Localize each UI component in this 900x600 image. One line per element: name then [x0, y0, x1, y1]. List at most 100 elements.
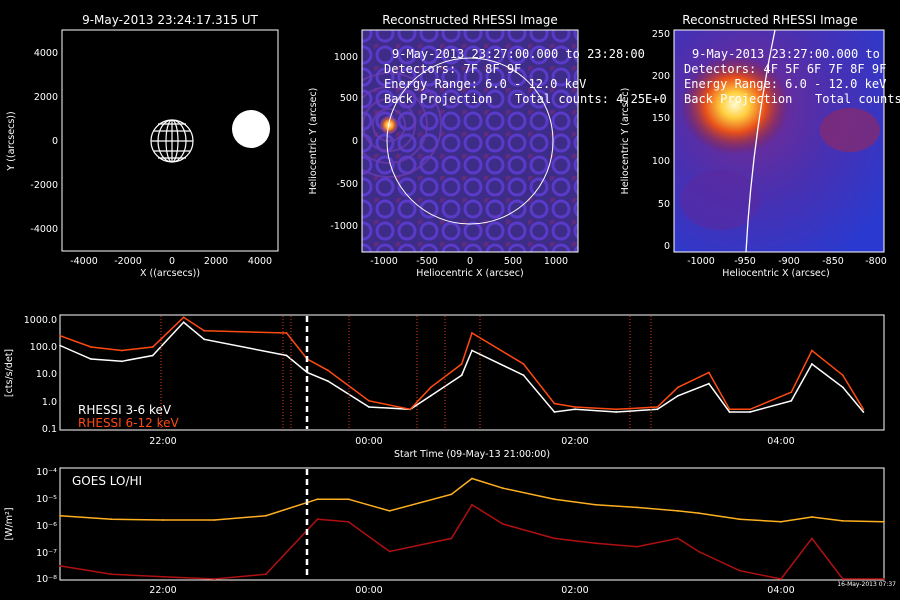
data-point — [306, 371, 309, 374]
panel1-solar-position: 9-May-2013 23:24:17.315 UT -4000 -2000 0… — [6, 13, 279, 279]
data-point — [862, 408, 865, 411]
spacecraft-position-disk — [232, 110, 270, 148]
data-point — [368, 406, 370, 408]
tick-label: -850 — [822, 256, 844, 267]
panel3-xlabel: Heliocentric X (arcsec) — [722, 268, 829, 279]
tick-label: 200 — [652, 71, 670, 82]
sun-grid-icon — [150, 119, 194, 163]
rhessi-xlabel: Start Time (09-May-13 21:00:00) — [394, 449, 550, 460]
data-point — [841, 386, 844, 389]
data-point — [429, 394, 432, 397]
data-point — [594, 503, 597, 506]
panel1-frame — [61, 29, 279, 252]
panel3-rhessi-image-zoom: Reconstructed RHESSI Image 9-May-2013 23… — [620, 13, 900, 279]
goes-x-ticks: 22:00 00:00 02:00 04:00 — [149, 585, 794, 596]
data-point — [749, 411, 751, 413]
panel2-frame — [361, 29, 579, 253]
tick-label: 00:00 — [355, 436, 382, 447]
goes-y-ticks: 10⁻⁴ 10⁻⁵ 10⁻⁶ 10⁻⁷ 10⁻⁸ — [36, 467, 57, 585]
data-point — [738, 518, 741, 521]
data-point — [326, 380, 329, 382]
goes-plot-frame — [59, 467, 885, 581]
panel1-x-ticks: -4000 -2000 0 2000 4000 — [70, 256, 272, 267]
data-point — [811, 363, 813, 365]
data-point — [388, 550, 391, 553]
series-line-0 — [59, 477, 885, 523]
data-point — [749, 408, 751, 411]
tick-label: -1000 — [687, 256, 715, 267]
data-point — [656, 408, 659, 411]
tick-label: 22:00 — [149, 436, 176, 447]
data-point — [450, 537, 453, 540]
data-point — [790, 399, 793, 402]
data-point — [110, 518, 113, 521]
data-point — [553, 402, 556, 405]
panel2-info-line2: Detectors: 7F 8F 9F — [384, 62, 521, 76]
data-point — [59, 334, 61, 337]
tick-label: -2000 — [30, 180, 58, 191]
data-point — [471, 332, 473, 334]
goes-legend: GOES LO/HI — [72, 474, 142, 488]
tick-label: 10.0 — [36, 369, 57, 380]
data-point — [697, 550, 700, 553]
panel3-info-line4b: Total counts: — [815, 92, 900, 106]
panel1-title: 9-May-2013 23:24:17.315 UT — [82, 13, 258, 27]
panel2-ylabel: Heliocentric Y (arcsec) — [308, 88, 319, 195]
panel1-y-ticks: 4000 2000 0 -2000 -4000 — [30, 48, 58, 235]
data-point — [471, 349, 473, 352]
tick-label: 1000.0 — [24, 315, 57, 326]
data-point — [841, 374, 844, 377]
data-point — [635, 506, 638, 509]
data-point — [347, 498, 350, 501]
data-point — [522, 374, 525, 377]
data-point — [841, 520, 844, 522]
series-line-1 — [59, 503, 884, 580]
panel3-info-line1: 9-May-2013 23:27:00.000 to — [692, 47, 880, 61]
tick-label: 50 — [658, 199, 670, 210]
tick-label: -4000 — [30, 224, 58, 235]
data-point — [90, 358, 92, 360]
rhessi-marks — [59, 316, 865, 429]
tick-label: 1.0 — [42, 397, 57, 408]
panel2-image — [362, 30, 578, 252]
tick-label: 2000 — [204, 256, 228, 267]
data-point — [697, 512, 700, 514]
data-point — [738, 569, 741, 572]
panel3-ylabel: Heliocentric Y (arcsec) — [620, 88, 631, 195]
panel2-info-line1: 9-May-2013 23:27:00.000 to 23:28:00 — [392, 47, 645, 61]
tick-label: -1000 — [330, 221, 358, 232]
tick-label: 4000 — [34, 48, 58, 59]
data-point — [182, 316, 185, 319]
data-point — [182, 321, 185, 324]
data-point — [471, 477, 473, 480]
tick-label: 02:00 — [561, 585, 588, 596]
tick-label: -4000 — [70, 256, 98, 267]
tick-label: -2000 — [114, 256, 142, 267]
data-point — [213, 578, 216, 580]
data-point — [203, 338, 206, 341]
panel2-rhessi-image: Reconstructed RHESSI Image 9-May-2013 23… — [308, 13, 667, 279]
tick-label: -500 — [336, 179, 358, 190]
panel2-y-ticks: 1000 500 0 -500 -1000 — [330, 52, 358, 232]
goes-marks — [59, 469, 885, 580]
data-point — [450, 493, 453, 496]
data-point — [574, 406, 576, 408]
panel2-info-line3: Energy Range: 6.0 - 12.0 keV — [384, 77, 586, 91]
data-point — [615, 408, 618, 411]
data-point — [316, 518, 319, 521]
tick-label: -1000 — [370, 256, 398, 267]
data-point — [574, 408, 576, 411]
data-point — [213, 519, 216, 521]
data-point — [677, 510, 679, 512]
data-point — [862, 411, 865, 413]
tick-label: -800 — [865, 256, 887, 267]
tick-label: 100 — [652, 156, 670, 167]
rhessi-y-ticks: 1000.0 100.0 10.0 1.0 0.1 — [24, 315, 57, 435]
panel1-xlabel: X ((arcsecs)) — [140, 268, 200, 279]
data-point — [59, 514, 61, 517]
rhessi-lightcurve-plot: 1000.0 100.0 10.0 1.0 0.1 22:00 00:00 02… — [4, 314, 885, 460]
data-point — [677, 394, 679, 397]
tick-label: 04:00 — [767, 436, 794, 447]
data-point — [594, 542, 597, 545]
tick-label: 0.1 — [42, 424, 57, 435]
